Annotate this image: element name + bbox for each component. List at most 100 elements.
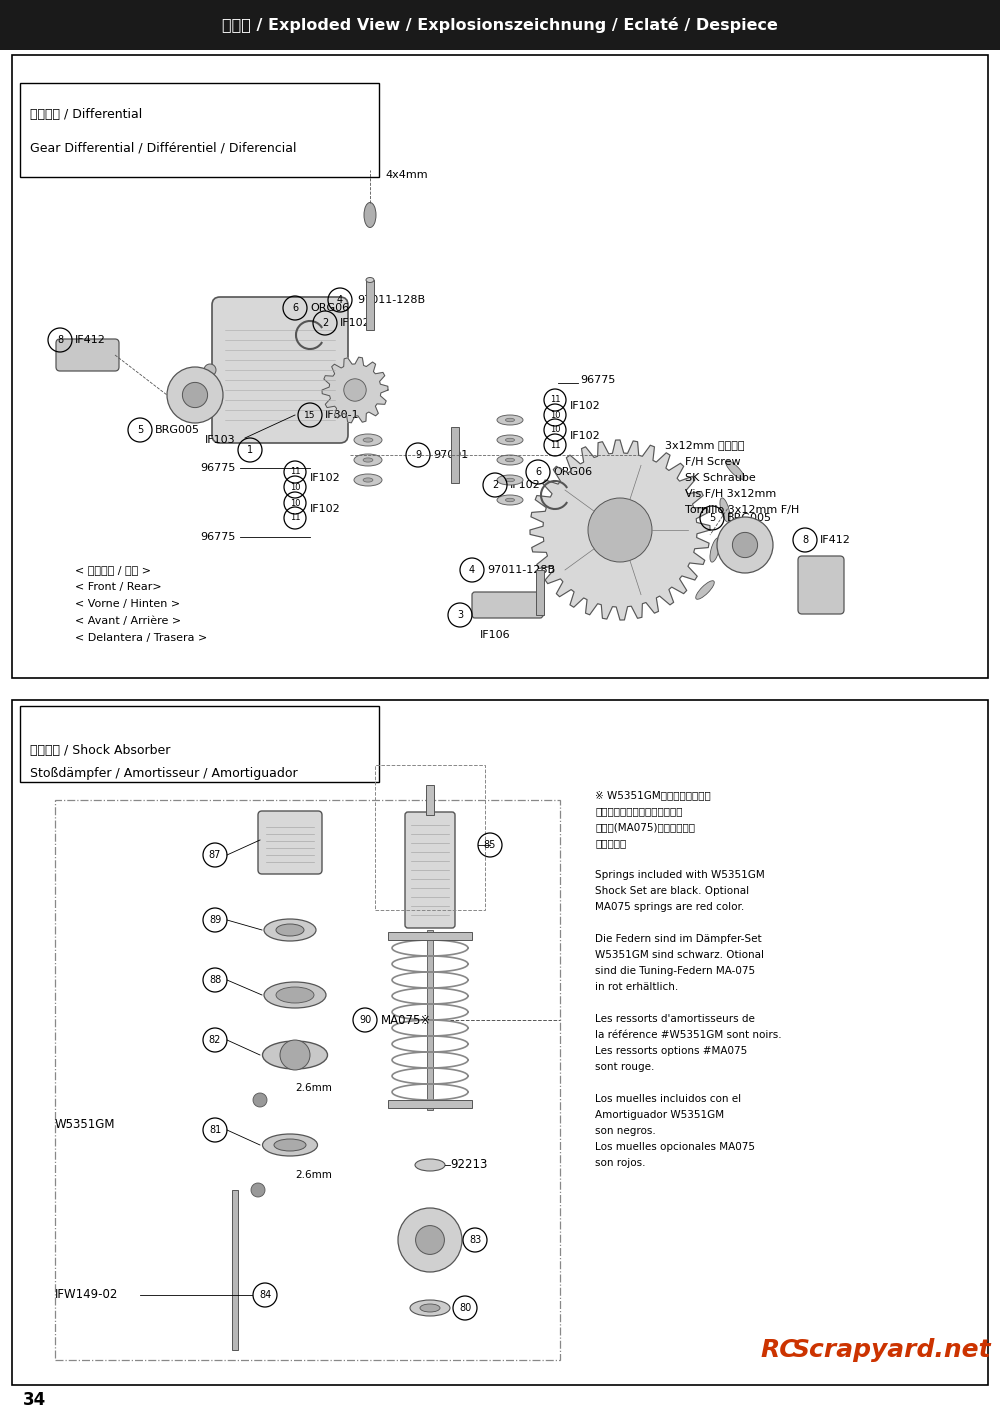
Text: IFW149-02: IFW149-02 <box>55 1288 118 1301</box>
Text: 83: 83 <box>469 1234 481 1244</box>
Text: Shock Set are black. Optional: Shock Set are black. Optional <box>595 887 749 896</box>
FancyBboxPatch shape <box>258 812 322 874</box>
FancyBboxPatch shape <box>405 812 455 928</box>
Text: IF102: IF102 <box>340 318 371 328</box>
Text: 90: 90 <box>359 1015 371 1025</box>
FancyBboxPatch shape <box>20 706 379 782</box>
Text: 97011-128B: 97011-128B <box>357 296 425 305</box>
Text: 89: 89 <box>209 915 221 925</box>
Text: son rojos.: son rojos. <box>595 1158 646 1168</box>
Ellipse shape <box>497 436 523 445</box>
Ellipse shape <box>344 363 356 376</box>
Text: 8: 8 <box>802 534 808 544</box>
Text: 85: 85 <box>484 840 496 850</box>
Text: 11: 11 <box>550 441 560 450</box>
Polygon shape <box>322 358 388 423</box>
Text: BRG005: BRG005 <box>727 513 772 523</box>
Bar <box>388 1100 472 1109</box>
Text: IF102: IF102 <box>570 431 601 441</box>
Ellipse shape <box>204 363 216 376</box>
Text: Amortiguador W5351GM: Amortiguador W5351GM <box>595 1110 724 1120</box>
Polygon shape <box>530 440 710 619</box>
FancyBboxPatch shape <box>798 556 844 614</box>
Text: Stoßdämpfer / Amortisseur / Amortiguador: Stoßdämpfer / Amortisseur / Amortiguador <box>30 766 298 779</box>
Text: 5: 5 <box>137 426 143 436</box>
Text: 6: 6 <box>535 467 541 477</box>
Ellipse shape <box>262 1041 328 1069</box>
Text: ORG06: ORG06 <box>310 303 349 312</box>
Text: 9: 9 <box>415 450 421 460</box>
Circle shape <box>416 1226 444 1254</box>
Text: IF102: IF102 <box>310 474 341 484</box>
Text: 97001: 97001 <box>433 450 468 460</box>
Circle shape <box>253 1093 267 1107</box>
Text: 84: 84 <box>259 1290 271 1299</box>
Text: IF412: IF412 <box>820 534 851 544</box>
Ellipse shape <box>505 458 515 462</box>
Text: 10: 10 <box>290 499 300 508</box>
Text: F/H Screw: F/H Screw <box>685 457 741 467</box>
Text: 4: 4 <box>469 566 475 575</box>
Text: 2: 2 <box>492 479 498 491</box>
Ellipse shape <box>276 987 314 1003</box>
Ellipse shape <box>262 1134 318 1157</box>
Text: IF412: IF412 <box>75 335 106 345</box>
Text: 87: 87 <box>209 850 221 860</box>
Text: Les ressorts options #MA075: Les ressorts options #MA075 <box>595 1046 747 1056</box>
Ellipse shape <box>354 474 382 486</box>
Text: ※ W5351GMダンパーセットに: ※ W5351GMダンパーセットに <box>595 790 711 800</box>
Text: Die Federn sind im Dämpfer-Set: Die Federn sind im Dämpfer-Set <box>595 935 762 945</box>
Ellipse shape <box>264 981 326 1008</box>
Text: BRG005: BRG005 <box>155 426 200 436</box>
Text: sont rouge.: sont rouge. <box>595 1062 654 1072</box>
Text: 34: 34 <box>23 1391 47 1408</box>
Circle shape <box>732 533 758 557</box>
Text: ダンパー / Shock Absorber: ダンパー / Shock Absorber <box>30 744 170 756</box>
Text: 単品売(MA075)のスプリング: 単品売(MA075)のスプリング <box>595 822 695 831</box>
Text: 4x4mm: 4x4mm <box>385 170 428 180</box>
Text: 97011-128B: 97011-128B <box>487 566 555 575</box>
Text: SK Schraube: SK Schraube <box>685 474 756 484</box>
Text: 3: 3 <box>457 609 463 619</box>
Ellipse shape <box>497 495 523 505</box>
Text: < Front / Rear>: < Front / Rear> <box>75 583 162 592</box>
Text: Vis F/H 3x12mm: Vis F/H 3x12mm <box>685 489 776 499</box>
Text: < Delantera / Trasera >: < Delantera / Trasera > <box>75 633 207 643</box>
Text: Scrapyard.net: Scrapyard.net <box>792 1338 992 1362</box>
Bar <box>366 280 374 329</box>
Text: IF106: IF106 <box>480 631 511 641</box>
Ellipse shape <box>363 458 373 462</box>
Text: la référence #W5351GM sont noirs.: la référence #W5351GM sont noirs. <box>595 1029 782 1041</box>
Text: MA075※: MA075※ <box>381 1014 431 1027</box>
Text: Gear Differential / Différentiel / Diferencial: Gear Differential / Différentiel / Difer… <box>30 141 296 154</box>
Text: IF102: IF102 <box>570 402 601 411</box>
Ellipse shape <box>497 414 523 426</box>
Ellipse shape <box>274 1140 306 1151</box>
Text: ORG06: ORG06 <box>553 467 592 477</box>
Text: 6: 6 <box>292 303 298 312</box>
Text: 11: 11 <box>290 468 300 477</box>
FancyBboxPatch shape <box>212 297 348 443</box>
Ellipse shape <box>720 498 730 522</box>
Bar <box>427 930 433 1110</box>
Circle shape <box>280 1041 310 1070</box>
Text: 8: 8 <box>57 335 63 345</box>
Text: 81: 81 <box>209 1126 221 1135</box>
Text: 2: 2 <box>322 318 328 328</box>
Text: Los muelles incluidos con el: Los muelles incluidos con el <box>595 1094 741 1104</box>
Ellipse shape <box>505 498 515 502</box>
Text: sind die Tuning-Federn MA-075: sind die Tuning-Federn MA-075 <box>595 966 755 976</box>
Text: 82: 82 <box>209 1035 221 1045</box>
Circle shape <box>251 1184 265 1198</box>
Circle shape <box>717 518 773 573</box>
Text: IF102: IF102 <box>510 479 541 491</box>
Text: 2.6mm: 2.6mm <box>295 1083 332 1093</box>
Ellipse shape <box>366 277 374 283</box>
Bar <box>426 785 434 814</box>
Ellipse shape <box>264 919 316 940</box>
Text: 1: 1 <box>247 445 253 455</box>
Text: IF102: IF102 <box>310 503 341 515</box>
Text: 10: 10 <box>550 410 560 420</box>
Text: IF103: IF103 <box>205 436 236 445</box>
Text: 96775: 96775 <box>200 462 235 474</box>
